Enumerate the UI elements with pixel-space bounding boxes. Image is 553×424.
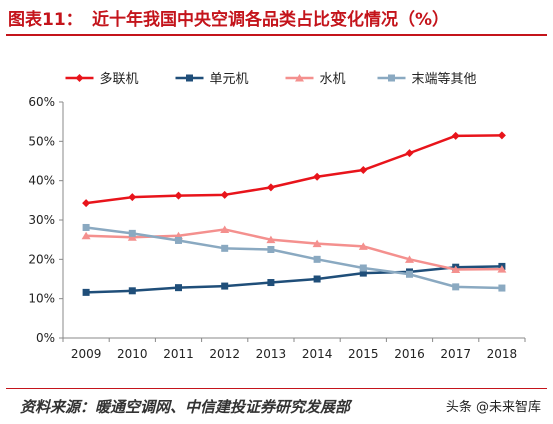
legend-label: 单元机 bbox=[210, 72, 249, 87]
data-point-s4 bbox=[313, 255, 321, 263]
data-point-s4 bbox=[359, 264, 367, 272]
data-point-s2 bbox=[221, 282, 229, 290]
x-tick-label: 2018 bbox=[487, 347, 518, 361]
data-point-s1 bbox=[82, 199, 91, 208]
data-point-s3 bbox=[358, 242, 368, 250]
data-point-s3 bbox=[266, 235, 276, 244]
series-line-4 bbox=[85, 226, 502, 290]
data-point-s1 bbox=[266, 183, 275, 192]
y-tick-label: 50% bbox=[28, 134, 55, 148]
data-point-s3 bbox=[312, 239, 322, 248]
x-tick-label: 2015 bbox=[348, 347, 379, 361]
data-point-s4 bbox=[267, 246, 275, 253]
x-tick-label: 2009 bbox=[71, 347, 102, 361]
y-tick-label: 20% bbox=[28, 252, 55, 266]
data-point-s2 bbox=[359, 269, 367, 277]
data-point-s3 bbox=[451, 265, 461, 274]
figure-header: 图表11： 近十年我国中央空调各品类占比变化情况（%） bbox=[0, 0, 553, 36]
data-point-s1 bbox=[359, 166, 368, 175]
legend-label: 水机 bbox=[320, 72, 346, 87]
figure-label: 图表11： bbox=[8, 10, 83, 30]
data-point-s3 bbox=[497, 265, 507, 273]
x-tick-label: 2011 bbox=[163, 347, 194, 361]
line-chart: 0% 10% 20% 30% 40% 50% 60% 2009 2010 2011 2012 2013… bbox=[28, 71, 526, 361]
footer-rule bbox=[6, 388, 547, 389]
data-point-s1 bbox=[313, 172, 322, 181]
y-tick-label: 10% bbox=[28, 292, 55, 306]
figure-title: 近十年我国中央空调各品类占比变化情况（%） bbox=[92, 10, 450, 30]
data-point-s4 bbox=[406, 270, 413, 278]
data-point-s4 bbox=[128, 229, 136, 237]
data-point-s2 bbox=[128, 287, 136, 295]
data-point-s2 bbox=[82, 288, 90, 296]
x-tick-label: 2017 bbox=[440, 347, 471, 361]
legend-marker bbox=[186, 74, 193, 82]
source-note: 资料来源：暖通空调网、中信建投证券研究发展部 bbox=[20, 398, 351, 416]
data-point-s2 bbox=[267, 279, 275, 287]
data-point-s4 bbox=[82, 223, 90, 231]
data-point-s3 bbox=[127, 233, 137, 241]
data-point-s4 bbox=[452, 283, 460, 291]
x-tick-label: 2013 bbox=[256, 347, 287, 361]
legend-marker bbox=[388, 74, 395, 82]
series-line-1 bbox=[85, 134, 502, 205]
watermark: 头条 @未来智库 bbox=[445, 400, 541, 415]
y-tick-label: 40% bbox=[28, 174, 55, 188]
y-tick-label: 30% bbox=[28, 213, 55, 227]
header-rule bbox=[6, 34, 547, 36]
legend-label: 多联机 bbox=[100, 71, 139, 87]
data-point-s1 bbox=[451, 131, 460, 140]
data-point-s3 bbox=[81, 231, 91, 240]
y-tick-label: 60% bbox=[28, 95, 55, 109]
legend-marker bbox=[75, 74, 84, 82]
data-point-s2 bbox=[175, 284, 182, 292]
data-point-s1 bbox=[174, 191, 183, 200]
legend-label: 末端等其他 bbox=[412, 71, 477, 87]
x-tick-label: 2014 bbox=[302, 347, 333, 361]
data-point-s4 bbox=[498, 284, 506, 292]
data-point-s3 bbox=[220, 225, 230, 233]
data-point-s1 bbox=[497, 131, 506, 140]
data-point-s2 bbox=[313, 275, 321, 283]
x-tick-label: 2010 bbox=[117, 347, 148, 361]
data-point-s1 bbox=[128, 193, 137, 202]
series-line-2 bbox=[86, 265, 502, 294]
y-tick-label: 0% bbox=[36, 331, 55, 345]
data-point-s3 bbox=[405, 255, 414, 263]
legend-marker bbox=[295, 74, 304, 82]
data-point-s1 bbox=[220, 190, 229, 199]
data-point-s1 bbox=[405, 149, 414, 158]
data-point-s4 bbox=[175, 236, 182, 244]
x-tick-label: 2012 bbox=[209, 347, 240, 361]
data-point-s4 bbox=[221, 244, 229, 252]
x-tick-label: 2016 bbox=[394, 347, 425, 361]
